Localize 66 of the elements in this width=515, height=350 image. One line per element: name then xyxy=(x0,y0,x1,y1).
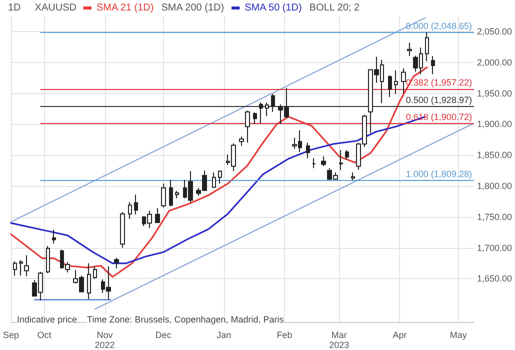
y-tick-label: 1,950.00 xyxy=(476,88,512,98)
x-tick-label: Mar 2023 xyxy=(329,330,350,350)
candlestick xyxy=(52,229,56,244)
candlestick xyxy=(114,257,119,269)
candlestick xyxy=(245,110,250,144)
x-tick-label: Nov 2022 xyxy=(94,330,115,350)
candlestick xyxy=(212,172,216,188)
candlestick xyxy=(161,183,166,208)
y-tick-label: 1,800.00 xyxy=(476,181,512,191)
candlestick xyxy=(175,190,179,199)
candlestick xyxy=(425,32,429,62)
candlestick xyxy=(155,208,160,224)
x-tick-label: Sep xyxy=(3,330,20,340)
candlestick xyxy=(339,150,343,170)
x-tick-label: May xyxy=(450,330,468,340)
candlestick xyxy=(19,260,23,276)
y-tick-label: 1,850.00 xyxy=(476,150,512,160)
x-tick-label: Jan xyxy=(216,330,232,340)
ref-line-label: 1.000 (1,809.28) xyxy=(406,168,472,179)
candlestick xyxy=(407,42,412,57)
candlestick xyxy=(13,260,17,276)
ref-line-label: 0.500 (1,928.97) xyxy=(406,94,472,105)
candlestick xyxy=(128,202,132,220)
x-tick-label: Feb xyxy=(276,330,292,340)
candlestick xyxy=(306,142,310,159)
candlestick xyxy=(351,172,355,181)
x-tick-label: Oct xyxy=(37,330,52,340)
candlestick xyxy=(431,56,435,75)
x-tick-label: Apr xyxy=(392,330,407,340)
chart-title: XAUUSD xyxy=(34,2,76,14)
x-tick-label: Dec xyxy=(155,330,172,340)
candlestick xyxy=(87,262,91,300)
y-tick-label: 1,650.00 xyxy=(476,274,512,284)
text: BOLL 20; 2 xyxy=(309,2,360,14)
y-tick-label: 2,000.00 xyxy=(476,57,512,68)
candlestick xyxy=(271,93,275,112)
candlestick xyxy=(239,136,244,146)
candlestick xyxy=(312,158,316,169)
candlestick xyxy=(134,194,138,215)
candlestick xyxy=(93,266,97,280)
annotation: Indicative price xyxy=(17,314,78,324)
candlestick xyxy=(388,74,392,98)
y-tick-label: 1,750.00 xyxy=(476,212,512,222)
candlestick xyxy=(265,102,269,117)
ref-line-label: 0.618 (1,900.72) xyxy=(406,112,472,122)
text: SMA 200 (1D) xyxy=(161,2,224,14)
candlestick xyxy=(46,245,50,274)
legend-label: SMA 21 (1D) xyxy=(96,2,154,14)
candlestick xyxy=(394,70,398,94)
ref-line-label: 0.000 (2,048.65) xyxy=(406,20,472,31)
candlestick xyxy=(321,156,326,167)
candlestick xyxy=(259,102,263,124)
candlestick xyxy=(169,179,173,207)
candlestick xyxy=(345,150,349,160)
candlestick xyxy=(401,68,406,94)
line-series xyxy=(10,116,426,264)
candlestick xyxy=(120,211,125,248)
chart-subtitle: 1D xyxy=(8,2,21,14)
candlestick xyxy=(218,170,222,184)
candlestick xyxy=(253,112,257,125)
annotation: Time Zone: Brussels, Copenhagen, Madrid, Paris xyxy=(87,314,284,324)
legend-label: SMA 50 (1D) xyxy=(244,2,302,14)
y-tick-label: 1,700.00 xyxy=(476,242,512,253)
candlestick xyxy=(24,254,29,277)
y-tick-label: 2,050.00 xyxy=(476,26,512,36)
y-tick-label: 1,900.00 xyxy=(476,119,512,130)
